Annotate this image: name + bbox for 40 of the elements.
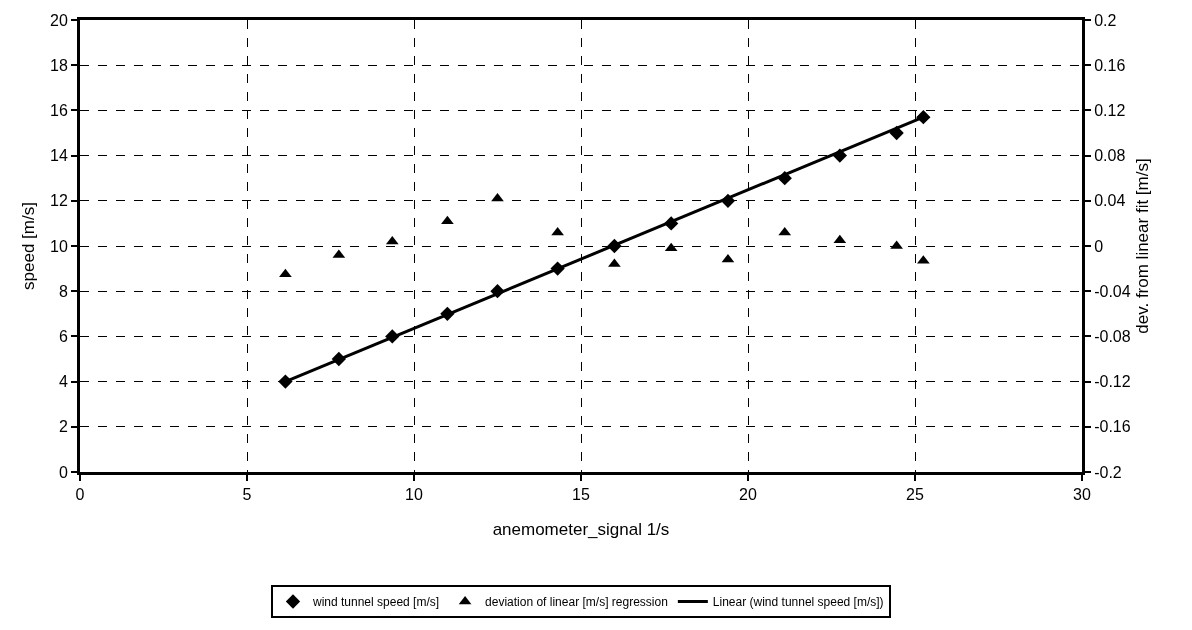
x-tick-label: 15 bbox=[572, 486, 590, 504]
y-tick-label: 10 bbox=[50, 237, 68, 255]
x-tick-label: 10 bbox=[405, 486, 423, 504]
y-tick-label: 12 bbox=[50, 192, 68, 210]
y2-tick-label: 0.16 bbox=[1094, 56, 1126, 74]
x-tick-label: 5 bbox=[242, 486, 252, 504]
x-tick-label: 25 bbox=[906, 486, 924, 504]
y-tick-label: 0 bbox=[58, 463, 68, 481]
point bbox=[551, 226, 564, 236]
legend-label: wind tunnel speed [m/s] bbox=[312, 595, 440, 610]
point bbox=[664, 242, 678, 252]
y2-tick-label: -0.08 bbox=[1094, 328, 1131, 345]
x-tick-label: 30 bbox=[1073, 486, 1091, 504]
y-tick-label: 4 bbox=[58, 373, 68, 391]
y-tick-label: 18 bbox=[50, 56, 68, 74]
y-axis-title: speed [m/s] bbox=[19, 202, 38, 290]
y2-tick-label: -0.12 bbox=[1094, 373, 1131, 391]
y2-axis-title: dev. from linear fit [m/s] bbox=[1132, 158, 1152, 334]
x-axis-title: anemometer_signal 1/s bbox=[492, 520, 670, 539]
y2-tick-label: 0.12 bbox=[1094, 102, 1126, 119]
y2-tick-label: 0.2 bbox=[1094, 11, 1117, 29]
y-tick-label: 8 bbox=[58, 282, 68, 300]
y-tick-label: 20 bbox=[50, 11, 68, 29]
point bbox=[833, 234, 847, 244]
y2-tick-label: 0.08 bbox=[1094, 147, 1126, 165]
y2-tick-label: -0.2 bbox=[1094, 463, 1122, 481]
x-tick-label: 20 bbox=[739, 486, 757, 504]
y2-tick-label: -0.16 bbox=[1094, 418, 1131, 436]
y2-tick-label: 0.04 bbox=[1094, 192, 1126, 210]
legend-label: deviation of linear [m/s] regression bbox=[485, 595, 668, 610]
y-tick-label: 16 bbox=[50, 102, 68, 119]
x-tick-label: 0 bbox=[75, 486, 85, 504]
point bbox=[385, 235, 399, 245]
y2-tick-label: 0 bbox=[1094, 237, 1104, 255]
y-tick-label: 14 bbox=[50, 147, 68, 165]
y-tick-label: 2 bbox=[58, 418, 68, 436]
point bbox=[778, 226, 792, 236]
y-tick-label: 6 bbox=[58, 328, 68, 345]
legend-label: Linear (wind tunnel speed [m/s]) bbox=[712, 595, 884, 610]
y2-tick-label: -0.04 bbox=[1094, 282, 1131, 300]
